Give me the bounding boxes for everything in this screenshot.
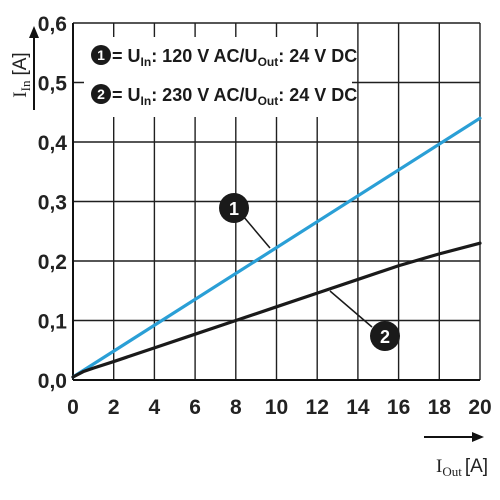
tick-labels: 0 2 4 6 8 10 12 14 16 18 200,00,10,20,30,40,50,6 bbox=[38, 13, 492, 419]
series-line-1 bbox=[71, 116, 482, 379]
series-lines bbox=[71, 116, 482, 379]
y-tick-label: 0,1 bbox=[38, 311, 68, 334]
legend-entry-1: 1 = UIn: 120 V AC/UOut: 24 V DC bbox=[91, 45, 357, 69]
svg-text:= UIn: 120 V AC/UOut: 24 V DC: = UIn: 120 V AC/UOut: 24 V DC bbox=[112, 46, 357, 69]
series-2-callout: 2 bbox=[329, 290, 400, 351]
x-axis-label: IOut [A] bbox=[436, 456, 488, 479]
axes bbox=[72, 23, 480, 381]
svg-text:IIn[A]: IIn[A] bbox=[10, 52, 33, 97]
y-tick-label: 0,5 bbox=[38, 73, 68, 96]
x-tick-label: 6 bbox=[189, 396, 201, 419]
series-line-2 bbox=[71, 241, 482, 379]
legend-entry-2: 2 = UIn: 230 V AC/UOut: 24 V DC bbox=[91, 84, 357, 108]
x-tick-label: 2 bbox=[108, 396, 120, 419]
y-tick-label: 0,3 bbox=[38, 192, 67, 215]
legend: 1 = UIn: 120 V AC/UOut: 24 V DC 2 = UIn:… bbox=[84, 37, 357, 117]
y-tick-label: 0,0 bbox=[38, 370, 67, 393]
x-tick-label: 10 bbox=[265, 396, 288, 419]
x-tick-label: 0 bbox=[67, 396, 79, 419]
x-tick-label: 16 bbox=[387, 396, 410, 419]
svg-text:2: 2 bbox=[97, 86, 105, 102]
svg-text:2: 2 bbox=[380, 327, 390, 347]
series-1-callout: 1 bbox=[219, 193, 271, 249]
x-axis-arrow bbox=[424, 432, 484, 442]
y-axis-label: IIn[A] bbox=[10, 52, 33, 97]
x-tick-label: 14 bbox=[346, 396, 370, 419]
y-tick-label: 0,4 bbox=[38, 132, 68, 155]
svg-text:1: 1 bbox=[229, 199, 239, 219]
legend-box bbox=[84, 37, 352, 117]
x-tick-label: 8 bbox=[230, 396, 242, 419]
x-tick-label: 20 bbox=[468, 396, 491, 419]
y-axis-arrow bbox=[29, 26, 39, 110]
svg-text:1: 1 bbox=[97, 47, 105, 63]
y-tick-label: 0,6 bbox=[38, 13, 67, 36]
x-tick-label: 4 bbox=[149, 396, 161, 419]
x-tick-label: 12 bbox=[306, 396, 329, 419]
svg-text:= UIn: 230 V AC/UOut: 24 V DC: = UIn: 230 V AC/UOut: 24 V DC bbox=[112, 85, 357, 108]
x-tick-label: 18 bbox=[428, 396, 452, 419]
y-tick-label: 0,2 bbox=[38, 251, 67, 274]
